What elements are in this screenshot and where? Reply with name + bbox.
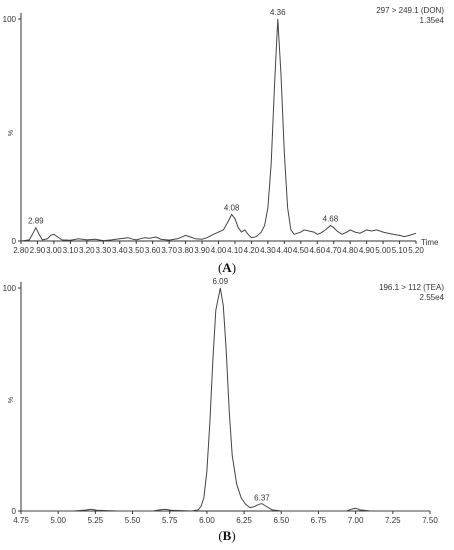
panel-a-x-tick-label: 3.20 [79,246,95,255]
panel-b-chart: 196.1 > 112 (TEA) 2.55e4 % 4.75 5.00 5.25 5… [3,277,445,543]
panel-a-x-tick-label: 5.20 [408,246,424,255]
panel-b-header-transition: 196.1 > 112 (TEA) [379,283,444,292]
panel-a-x-tick-label: 4.10 [227,246,243,255]
panel-a-header-intensity: 1.35e4 [420,16,445,25]
panel-a-x-tick-label: 5.00 [375,246,391,255]
panel-b-x-tick-label: 5.25 [88,516,104,525]
panel-b-plot-area: 4.75 5.00 5.25 5.50 5.75 6.00 6.25 6.50 6.75 7.00… [3,277,439,525]
panel-a-x-tick-label: 4.40 [277,246,293,255]
panel-b-header-intensity: 2.55e4 [420,293,445,302]
panel-a-plot-area: 2.80 2.90 3.00 3.10 3.20 3.30 3.40 3.50 3.60 3.70… [3,8,425,255]
panel-b-x-tick-label: 5.75 [162,516,178,525]
panel-b-x-tick-label: 6.00 [199,516,215,525]
panel-a-x-tick-label: 3.10 [63,246,79,255]
panel-b-x-tick-label: 5.00 [50,516,66,525]
panel-a-x-tick-label: 4.20 [244,246,260,255]
panel-a-peak-label: 2.89 [28,217,44,226]
panel-a-x-tick-label: 4.50 [293,246,309,255]
panel-a-x-tick-label: 4.80 [342,246,358,255]
panel-b-y-axis-label: % [8,397,15,403]
panel-a-x-tick-label: 4.60 [309,246,325,255]
panel-a-x-tick-label: 2.80 [13,246,29,255]
panel-a-peak-label: 4.68 [323,214,339,223]
panel-a-x-tick-label: 3.80 [178,246,194,255]
panel-b-peak-label: 6.09 [213,277,229,286]
panel-a-x-axis-label: Time [421,238,439,247]
panel-b-y-tick-label: 100 [3,284,17,293]
panel-a-x-tick-label: 3.40 [112,246,128,255]
panel-a-x-tick-label: 4.00 [211,246,227,255]
panel-a-x-tick-label: 5.10 [392,246,408,255]
panel-a-chart: 297 > 249.1 (DON) 1.35e4 % Time 2.80 2.90… [3,6,445,275]
panel-a-x-tick-label: 3.70 [161,246,177,255]
panel-a-x-tick-label: 3.00 [46,246,62,255]
panel-a-x-tick-label: 3.30 [96,246,112,255]
panel-a-header-transition: 297 > 249.1 (DON) [376,6,444,15]
panel-a-y-tick-label: 100 [3,15,17,24]
panel-b-x-tick-label: 6.25 [236,516,252,525]
panel-b-chromatogram-trace [21,287,430,512]
panel-a-x-tick-label: 3.50 [128,246,144,255]
panel-a-caption-letter: A [222,260,232,275]
panel-b-y-tick-label: 0 [12,507,17,516]
panel-b-caption-letter: B [223,528,232,543]
panel-b-x-tick-label: 6.50 [273,516,289,525]
panel-a-chromatogram-trace [20,18,417,242]
panel-a-x-tick-label: 2.90 [30,246,46,255]
panel-b-caption: (B) [218,528,235,543]
panel-a-x-tick-label: 3.90 [194,246,210,255]
panel-a-x-tick-label: 4.90 [359,246,375,255]
panel-a-y-tick-label: 0 [12,237,17,246]
panel-a-x-tick-label: 3.60 [145,246,161,255]
panel-b-x-tick-label: 7.50 [422,516,438,525]
panel-a-caption: (A) [218,260,236,275]
panel-b-x-tick-label: 5.50 [125,516,141,525]
panel-a-peak-label: 4.36 [270,8,286,17]
panel-a-x-tick-label: 4.30 [260,246,276,255]
panel-a-y-axis-label: % [8,130,15,136]
panel-b-peak-label: 6.37 [254,493,270,502]
panel-a-x-tick-label: 4.70 [326,246,342,255]
panel-a-peak-label: 4.08 [224,203,240,212]
panel-b-x-tick-label: 7.25 [385,516,401,525]
panel-b-x-tick-label: 7.00 [348,516,364,525]
panel-b-x-tick-label: 6.75 [311,516,327,525]
panel-b-x-tick-label: 4.75 [13,516,29,525]
